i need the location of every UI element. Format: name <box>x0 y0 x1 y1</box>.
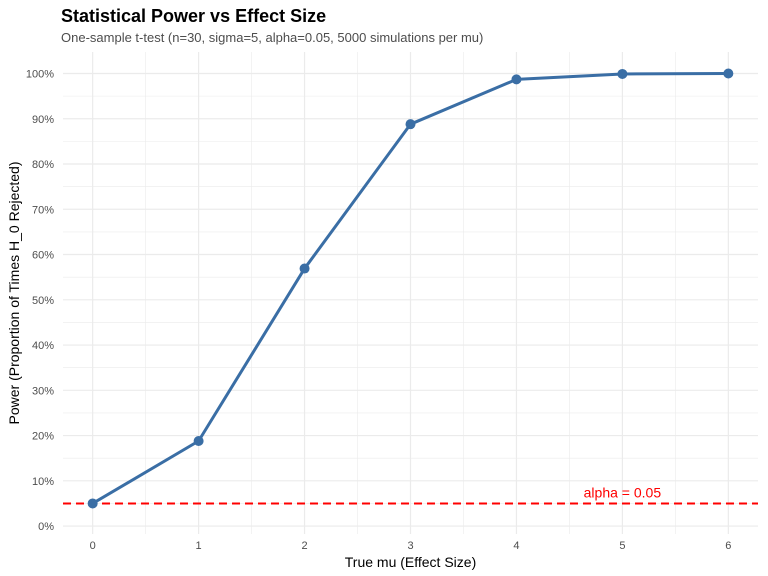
y-axis-label: Power (Proportion of Times H_0 Rejected) <box>6 162 22 425</box>
x-tick-label: 1 <box>196 540 202 552</box>
power-data-point <box>299 263 310 274</box>
power-data-point <box>723 68 734 79</box>
x-tick-label: 0 <box>90 540 96 552</box>
y-tick-label: 30% <box>32 385 54 397</box>
y-tick-label: 100% <box>26 68 54 80</box>
grid <box>63 52 758 534</box>
reference-line-group: alpha = 0.05 <box>63 484 758 505</box>
x-tick-label: 6 <box>725 540 731 552</box>
y-tick-label: 0% <box>38 521 54 533</box>
y-tick-label: 10% <box>32 476 54 488</box>
x-tick-label: 2 <box>301 540 307 552</box>
power-data-point <box>617 68 628 79</box>
x-tick-label: 5 <box>619 540 625 552</box>
y-tick-label: 40% <box>32 340 54 352</box>
x-tick-label: 3 <box>407 540 413 552</box>
chart-title: Statistical Power vs Effect Size <box>61 6 326 26</box>
power-data-point <box>511 74 522 85</box>
y-tick-label: 50% <box>32 295 54 307</box>
chart-subtitle: One-sample t-test (n=30, sigma=5, alpha=… <box>61 30 483 45</box>
y-tick-label: 20% <box>32 431 54 443</box>
power-data-point <box>87 498 98 509</box>
x-axis-ticks: 0 1 2 3 4 5 6 <box>90 540 732 552</box>
x-axis-label: True mu (Effect Size) <box>345 554 476 570</box>
y-tick-label: 70% <box>32 204 54 216</box>
y-tick-label: 90% <box>32 114 54 126</box>
alpha-reference-label: alpha = 0.05 <box>584 484 662 500</box>
power-data-point <box>193 435 204 446</box>
x-tick-label: 4 <box>513 540 519 552</box>
series-group <box>87 68 734 509</box>
y-axis-ticks: 0% 10% 20% 30% 40% 50% 60% 70% 80% 90% 100% <box>26 68 54 533</box>
y-tick-label: 60% <box>32 250 54 262</box>
y-tick-label: 80% <box>32 159 54 171</box>
power-data-point <box>405 119 416 130</box>
